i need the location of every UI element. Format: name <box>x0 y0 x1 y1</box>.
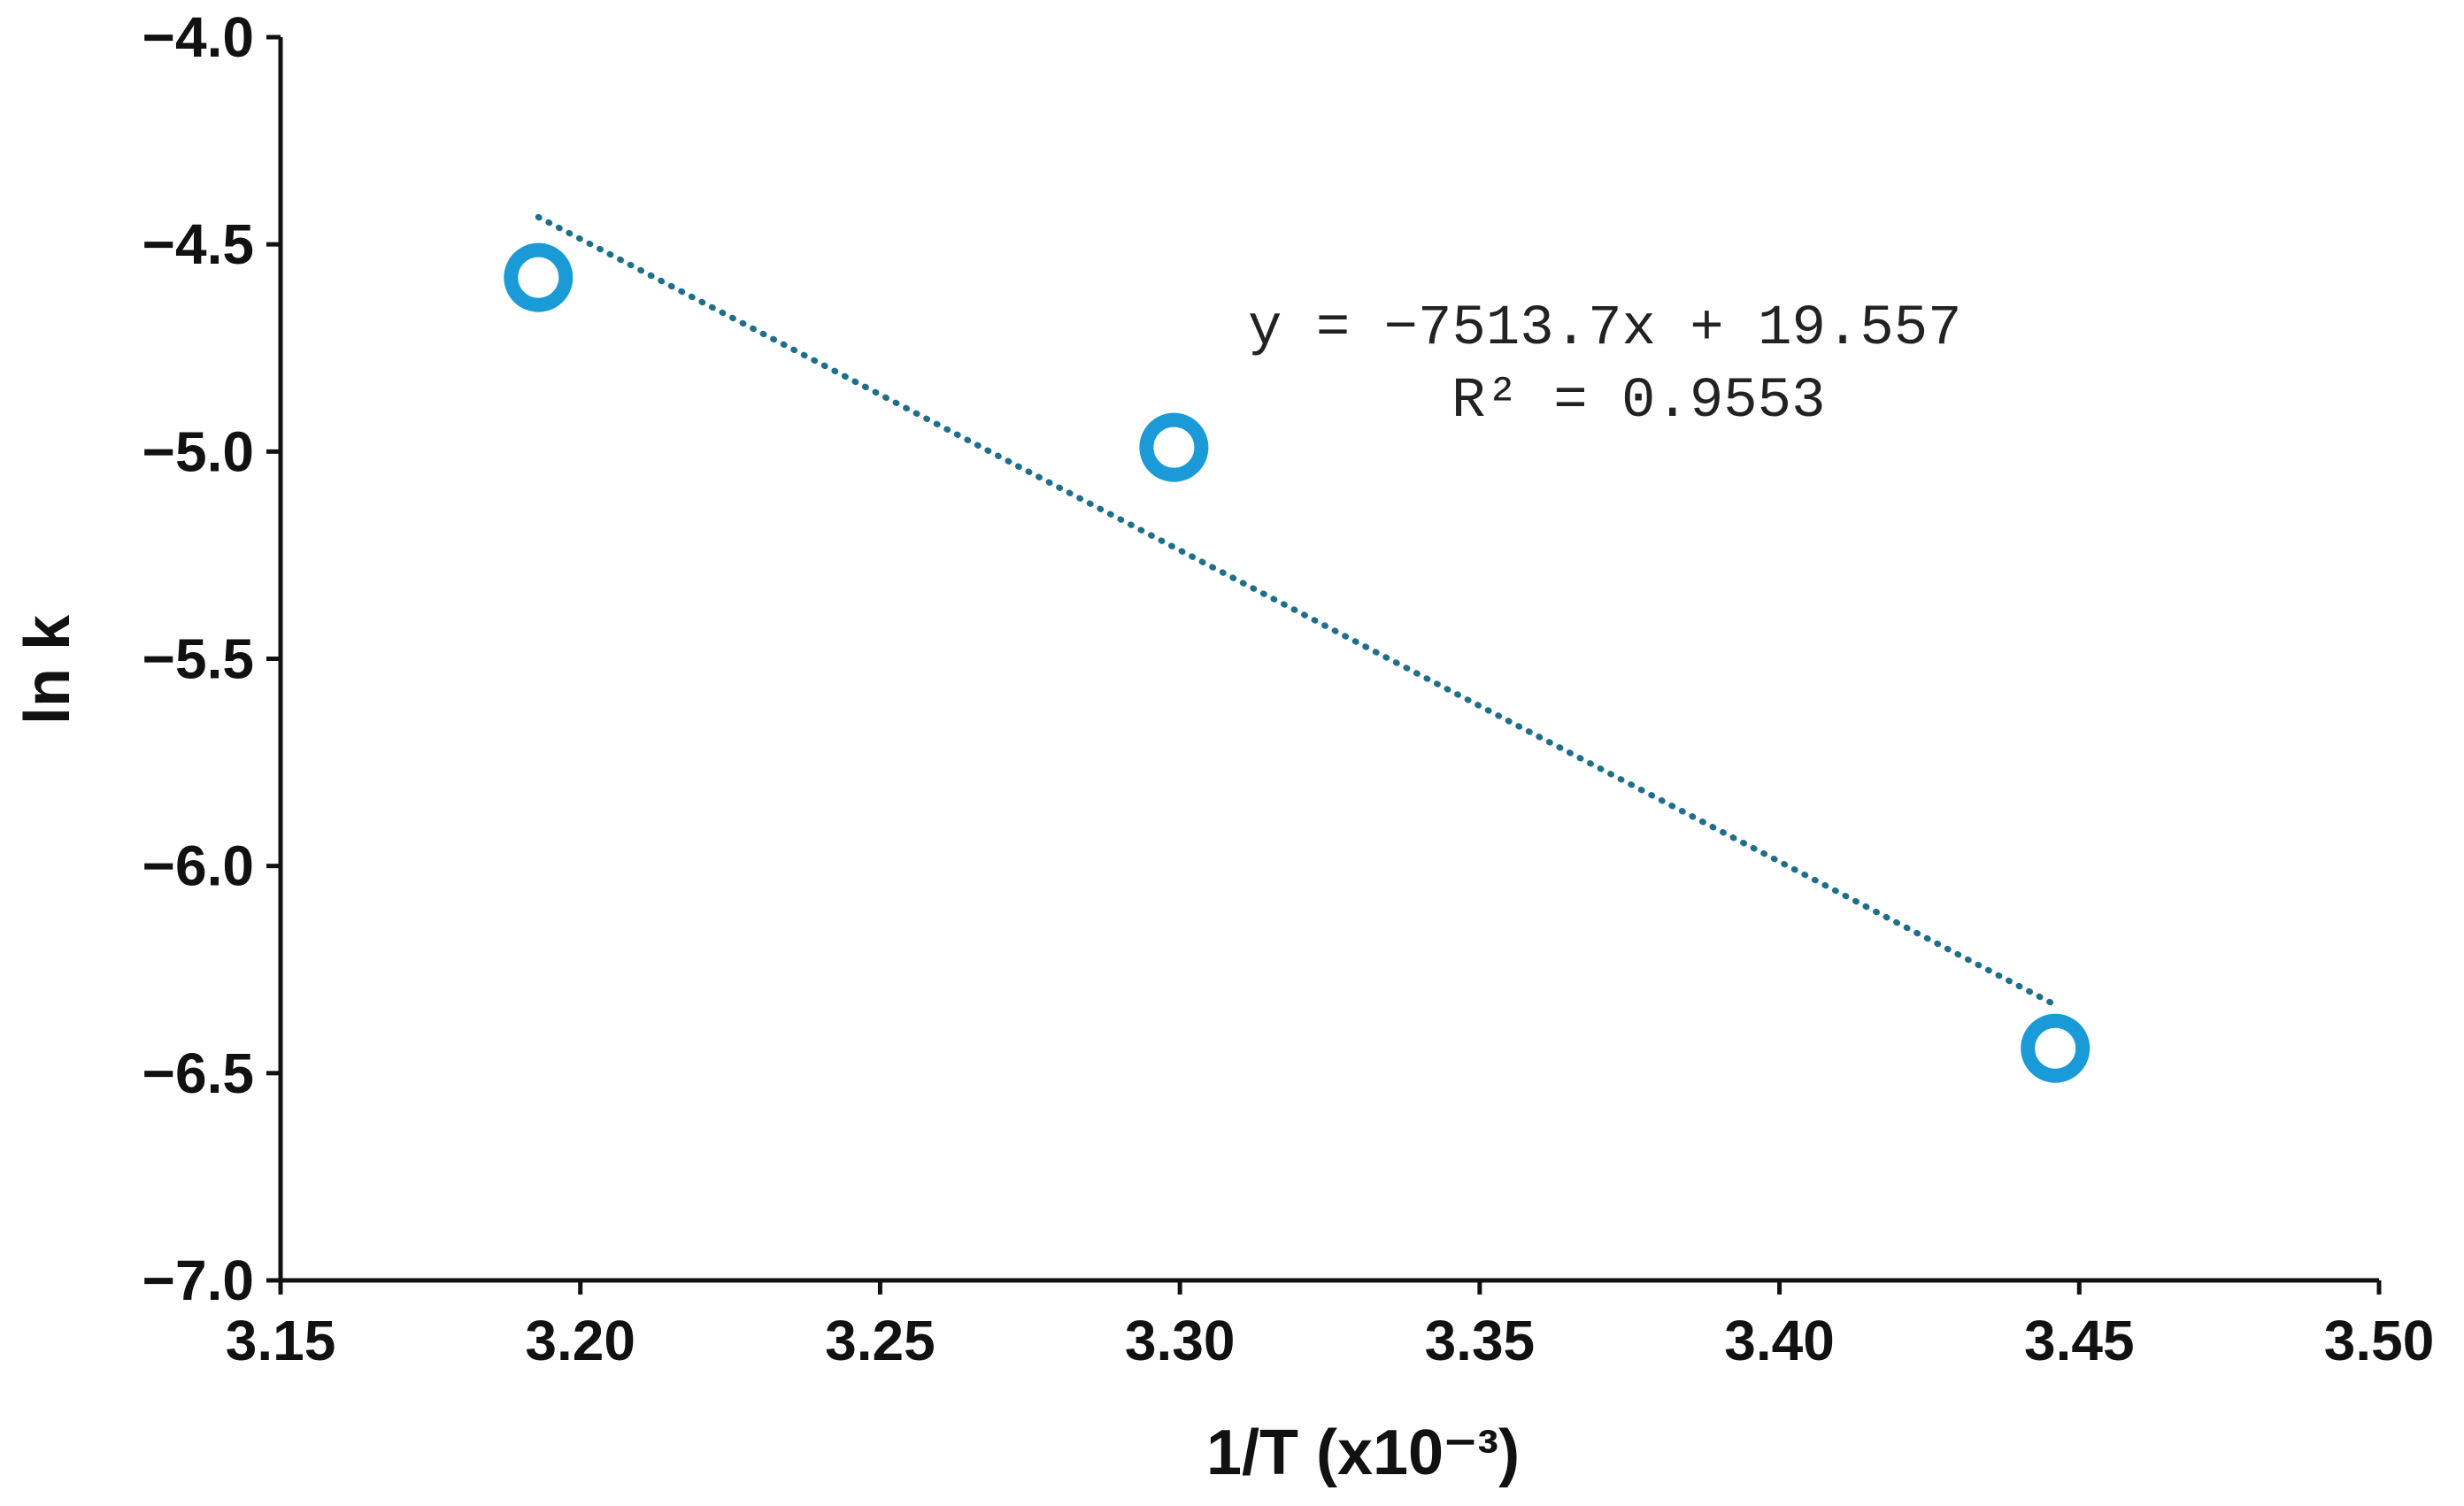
x-tick-label: 3.40 <box>1724 1309 1835 1372</box>
y-tick-label: −5.0 <box>142 419 254 483</box>
x-axis-title: 1/T (x10⁻³) <box>1206 1418 1520 1488</box>
trendline-equation: y = −7513.7x + 19.557 <box>1248 297 1962 361</box>
y-tick-label: −4.5 <box>142 212 254 276</box>
x-tick-label: 3.45 <box>2024 1309 2135 1372</box>
y-tick-label: −6.0 <box>142 834 254 898</box>
data-point <box>1139 412 1209 482</box>
data-point <box>504 242 574 312</box>
x-tick-label: 3.15 <box>226 1309 336 1372</box>
ticks: −4.0 −4.5 −5.0 −5.5 −6.0 −6.5 −7.03.15 3.20 3.25… <box>142 5 2435 1372</box>
y-tick-label: −4.0 <box>142 5 254 69</box>
x-tick-label: 3.20 <box>525 1309 635 1372</box>
r-squared-label: R² = 0.9553 <box>1451 370 1825 434</box>
axes <box>278 37 2379 1283</box>
x-tick-label: 3.30 <box>1125 1309 1236 1372</box>
x-tick-label: 3.50 <box>2324 1309 2435 1372</box>
trendline <box>535 213 2059 1009</box>
y-axis-title: ln k <box>12 614 83 725</box>
x-tick-label: 3.25 <box>825 1309 936 1372</box>
trendline-line <box>535 213 2059 1009</box>
data-points <box>504 242 2091 1083</box>
data-point <box>2021 1013 2091 1083</box>
x-tick-label: 3.35 <box>1425 1309 1536 1372</box>
y-tick-label: −7.0 <box>142 1249 254 1312</box>
y-tick-label: −5.5 <box>142 627 254 691</box>
y-tick-label: −6.5 <box>142 1041 254 1105</box>
